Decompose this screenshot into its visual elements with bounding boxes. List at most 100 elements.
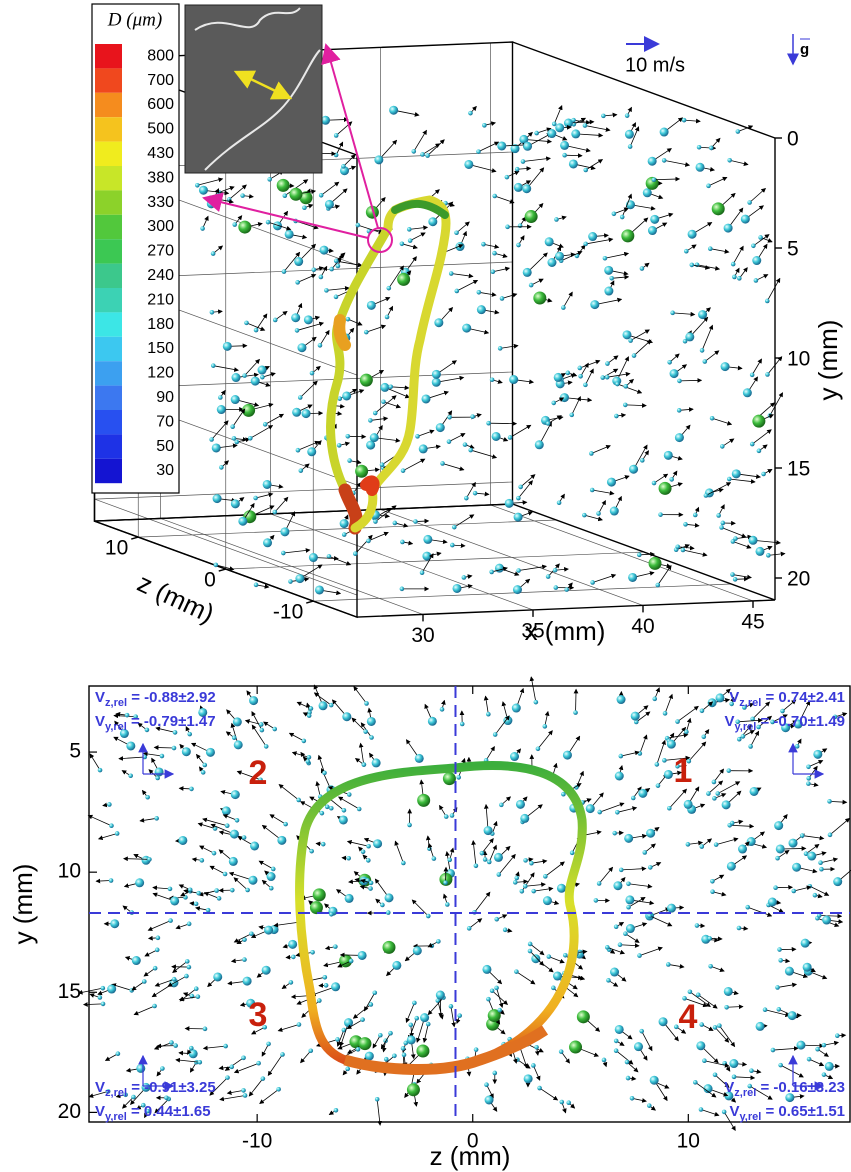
annotation-symbol: V — [729, 1103, 739, 1120]
particle — [610, 967, 620, 977]
particle — [231, 436, 237, 441]
velocity-arrow — [704, 1060, 730, 1068]
velocity-arrow — [560, 1051, 570, 1064]
velocity-arrow — [491, 566, 508, 573]
particle — [364, 1051, 374, 1061]
particle — [816, 913, 822, 918]
velocity-arrow — [147, 920, 171, 931]
particle — [333, 1107, 339, 1113]
particle — [745, 904, 751, 910]
particle — [461, 575, 467, 580]
particle — [283, 821, 288, 827]
particle — [523, 883, 528, 889]
particle — [483, 826, 493, 836]
velocity-arrow — [118, 756, 145, 761]
particle — [720, 362, 730, 372]
particle — [577, 365, 583, 371]
particle — [494, 916, 500, 922]
velocity-arrow — [483, 695, 489, 715]
particle — [468, 110, 473, 116]
particle — [302, 205, 307, 211]
particle — [242, 1093, 248, 1098]
particle — [522, 267, 532, 277]
velocity-arrow — [251, 724, 267, 747]
grid-line — [94, 481, 513, 500]
velocity-arrow — [296, 321, 325, 331]
velocity-arrow — [226, 1090, 244, 1095]
highlight-circle — [367, 227, 393, 253]
velocity-arrow — [753, 234, 770, 247]
x-tick-label: 40 — [631, 615, 654, 638]
velocity-arrow — [710, 965, 725, 972]
particle — [355, 464, 369, 478]
colorbar-cell — [95, 288, 122, 313]
colorbar-label: 70 — [156, 413, 174, 430]
velocity-arrow — [209, 865, 226, 875]
velocity-arrow — [805, 843, 820, 855]
particle — [213, 972, 223, 982]
particle — [756, 724, 761, 730]
particle — [272, 509, 278, 515]
annotation-subscript: y,rel — [739, 1111, 761, 1123]
particle — [659, 127, 669, 137]
particle — [686, 758, 692, 764]
particle — [219, 465, 224, 470]
particle — [406, 1083, 420, 1097]
particle — [614, 1024, 624, 1034]
particle — [640, 458, 645, 463]
particle — [729, 820, 735, 826]
velocity-arrow — [351, 717, 366, 732]
particle — [324, 804, 330, 810]
velocity-arrow — [592, 489, 615, 496]
velocity-annotation: Vz,rel = -0.91±3.25 — [95, 1079, 216, 1099]
particle — [462, 442, 468, 447]
y-tick-label: 20 — [58, 1100, 81, 1123]
particle — [335, 263, 341, 269]
particle — [306, 754, 312, 760]
velocity-arrow — [233, 1062, 259, 1074]
velocity-arrow — [346, 1019, 363, 1030]
particle — [496, 872, 502, 877]
inset-arrow — [233, 70, 293, 100]
particle — [528, 282, 534, 288]
velocity-arrow — [299, 380, 318, 398]
particle — [431, 369, 441, 379]
particle — [294, 257, 304, 267]
particle — [484, 1082, 489, 1088]
velocity-arrow — [211, 420, 229, 440]
particle — [737, 276, 742, 281]
particle — [642, 188, 652, 198]
particle — [621, 229, 635, 243]
particle — [792, 862, 802, 872]
velocity-arrow — [178, 996, 198, 1002]
particle — [336, 443, 342, 448]
particle — [534, 130, 539, 136]
particle — [589, 487, 595, 493]
velocity-arrow — [175, 1057, 200, 1063]
inset-interface — [194, 7, 301, 31]
particle — [272, 317, 278, 323]
particle — [234, 439, 240, 445]
velocity-arrow — [630, 329, 650, 341]
velocity-arrow — [520, 474, 536, 488]
particle — [356, 806, 362, 812]
velocity-arrow — [209, 1077, 228, 1096]
particle — [806, 764, 811, 770]
particle — [276, 178, 290, 192]
particle — [186, 964, 192, 970]
velocity-arrow — [615, 1050, 634, 1065]
particle — [178, 835, 188, 845]
velocity-arrow — [139, 817, 157, 823]
particle — [625, 895, 635, 905]
particle — [472, 490, 478, 496]
particle — [337, 396, 343, 401]
particle — [721, 1109, 727, 1115]
particle — [145, 794, 150, 800]
particle — [738, 844, 748, 854]
particle — [230, 499, 240, 509]
particle — [622, 330, 632, 340]
y-tick-label: 0 — [787, 128, 799, 151]
velocity-arrow — [366, 324, 387, 333]
x-axis-label: x (mm) — [525, 616, 606, 646]
particle — [466, 926, 472, 931]
